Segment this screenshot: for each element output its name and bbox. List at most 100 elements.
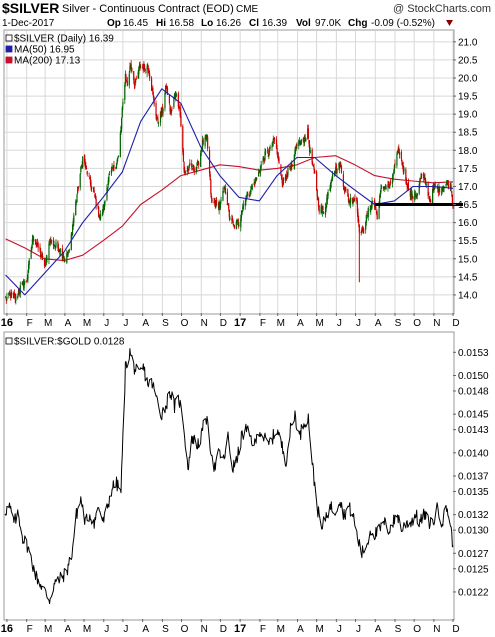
candle-body [92,188,95,192]
candle-body [316,189,318,197]
legend-swatch [5,56,13,64]
candle-body [18,290,20,293]
candle-body [219,202,221,207]
candle-body [304,137,306,140]
candle-body [268,149,271,153]
y-tick-label: 16.5 [458,200,478,211]
candle-body [224,187,227,194]
y-tick-label: 17.0 [458,182,478,193]
candle-body [253,182,255,185]
candle-body [232,221,234,224]
candle-body [392,174,394,180]
candle-body [157,118,159,122]
x-month-label: N [433,624,440,635]
candle-body [410,192,412,199]
candle-body [126,81,128,86]
y-tick-label: 0.0135 [458,487,489,498]
candle-body [268,153,270,157]
x-month-label: M [315,318,323,329]
candle-body [76,194,78,203]
candle-body [365,222,367,230]
candle-body [75,201,77,216]
candle-body [175,94,178,96]
candle-body [186,169,188,172]
candle-body [247,193,249,197]
candle-body [347,189,349,197]
candle-body [31,238,34,245]
candle-body [165,86,167,88]
candle-body [401,160,403,165]
candle-body [121,117,123,129]
price-x-axis: 16 F M A M J J A S O N D 17 F M A M J J A S O N D [1,313,460,329]
candle-body [49,242,51,244]
candle-body [388,185,390,188]
x-year-label: 17 [234,623,246,635]
candle-body [442,187,444,189]
candle-body [217,202,220,209]
candle-body [305,138,307,142]
legend-swatch [5,45,13,53]
candle-body [189,163,191,165]
ratio-panel [3,331,455,621]
candle-body [312,165,315,168]
candle-body [80,164,83,167]
candle-body [68,249,70,251]
candle-body [450,184,452,191]
candle-body [231,217,234,221]
candle-body [202,138,204,145]
candle-body [287,167,289,176]
candle-body [363,229,365,231]
x-month-label: S [162,624,169,635]
candle-body [307,128,309,139]
candle-body [222,191,225,193]
candle-body [432,187,434,191]
candle-body [356,197,358,202]
low-value: 16.26 [216,18,241,29]
candle-body [44,265,46,267]
candle-body [340,163,342,167]
candle-body [191,168,193,170]
candle-body [210,180,212,194]
x-year-label: 16 [1,317,13,329]
candle-body [106,188,108,200]
candle-body [250,186,252,192]
candle-body [430,200,432,203]
candle-body [24,280,26,284]
candle-body [451,191,453,194]
candle-body [347,197,350,202]
legend-swatch [5,34,13,42]
change-label: Chg [348,18,367,29]
candle-body [108,173,111,176]
candle-body [107,180,109,186]
candle-body [220,200,222,201]
candle-body [229,218,231,220]
candle-body [385,186,387,189]
candle-body [101,212,104,216]
candle-body [120,126,122,132]
symbol-title: $SILVER [2,0,59,16]
candle-body [295,145,297,150]
candle-body [112,168,114,170]
x-month-label: S [162,318,169,329]
candle-body [175,95,177,98]
candle-body [446,182,448,185]
candle-body [26,281,28,282]
candle-body [117,156,120,158]
candle-body [367,215,369,216]
candle-body [115,163,118,169]
candle-body [182,126,184,152]
candle-body [79,173,81,188]
candle-body [173,97,175,107]
x-month-label: J [337,624,342,635]
candle-body [187,168,189,171]
candle-body [5,298,7,300]
x-month-label: O [181,624,189,635]
x-year-label: 16 [1,623,13,635]
open-value: 16.45 [123,18,148,29]
candle-body [276,148,278,154]
candle-body [380,187,382,192]
candle-body [201,139,204,150]
candle-body [57,247,60,252]
x-month-label: F [260,318,266,329]
